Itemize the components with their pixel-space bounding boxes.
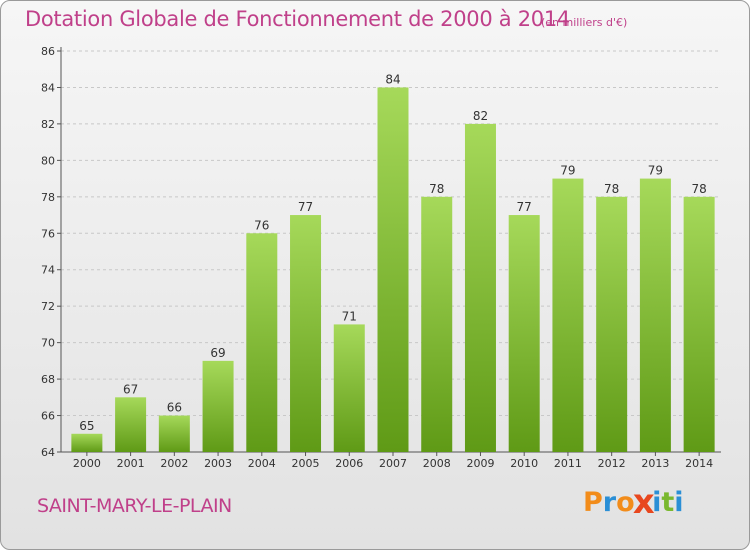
bar-2001 xyxy=(115,397,147,452)
bar-2013 xyxy=(639,178,671,452)
data-label-2002: 66 xyxy=(167,401,182,415)
y-tick-label: 74 xyxy=(41,264,55,277)
x-tick-label: 2006 xyxy=(335,457,363,470)
x-tick-label: 2013 xyxy=(641,457,669,470)
x-tick-label: 2012 xyxy=(598,457,626,470)
data-label-2009: 82 xyxy=(473,109,488,123)
data-label-2003: 69 xyxy=(210,346,225,360)
data-label-2005: 77 xyxy=(298,200,313,214)
logo-letter: x xyxy=(632,483,655,522)
y-tick-label: 76 xyxy=(41,227,55,240)
bar-2002 xyxy=(158,415,190,452)
bar-2006 xyxy=(333,324,365,452)
y-tick-label: 84 xyxy=(41,81,55,94)
logo-letter: i xyxy=(674,487,684,518)
data-label-2007: 84 xyxy=(385,72,400,86)
x-tick-label: 2011 xyxy=(554,457,582,470)
x-tick-label: 2004 xyxy=(248,457,276,470)
x-tick-label: 2007 xyxy=(379,457,407,470)
proxiti-logo[interactable]: Proxiti xyxy=(583,483,684,522)
bar-2004 xyxy=(246,233,278,452)
bar-2008 xyxy=(421,196,453,452)
bar-2000 xyxy=(71,433,103,452)
y-tick-label: 82 xyxy=(41,118,55,131)
y-tick-label: 70 xyxy=(41,337,55,350)
data-label-2001: 67 xyxy=(123,382,138,396)
data-label-2014: 78 xyxy=(691,182,706,196)
data-label-2000: 65 xyxy=(79,419,94,433)
x-tick-label: 2003 xyxy=(204,457,232,470)
logo-letter: t xyxy=(661,487,675,518)
bar-2010 xyxy=(508,215,540,452)
y-tick-label: 86 xyxy=(41,45,55,58)
data-label-2006: 71 xyxy=(342,309,357,323)
data-label-2013: 79 xyxy=(648,164,663,178)
data-labels: 65 67 66 69 76 77 71 84 78 82 77 79 78 79 78 xyxy=(79,72,707,432)
y-tick-label: 80 xyxy=(41,154,55,167)
y-tick-label: 72 xyxy=(41,300,55,313)
logo-letter: i xyxy=(652,487,662,518)
bar-2011 xyxy=(552,178,584,452)
chart-title: Dotation Globale de Fonctionnement de 20… xyxy=(25,7,570,31)
bar-2009 xyxy=(464,123,496,452)
bar-2003 xyxy=(202,360,234,452)
data-label-2004: 76 xyxy=(254,218,269,232)
y-tick-label: 68 xyxy=(41,373,55,386)
x-tick-label: 2010 xyxy=(510,457,538,470)
data-label-2012: 78 xyxy=(604,182,619,196)
logo-letter: o xyxy=(616,487,635,518)
data-label-2010: 77 xyxy=(517,200,532,214)
y-tick-label: 78 xyxy=(41,191,55,204)
commune-name: SAINT-MARY-LE-PLAIN xyxy=(37,495,232,517)
data-label-2008: 78 xyxy=(429,182,444,196)
logo-letter: P xyxy=(583,487,603,518)
x-tick-label: 2009 xyxy=(466,457,494,470)
logo-letter: r xyxy=(602,487,617,518)
x-tick-label: 2000 xyxy=(73,457,101,470)
bar-2007 xyxy=(377,87,409,453)
y-tick-label: 66 xyxy=(41,410,55,423)
bars xyxy=(71,87,715,453)
bar-2005 xyxy=(290,215,322,452)
bar-2012 xyxy=(596,196,628,452)
chart-unit: (en milliers d'€) xyxy=(541,16,628,29)
x-tick-label: 2002 xyxy=(160,457,188,470)
x-tick-label: 2014 xyxy=(685,457,713,470)
data-label-2011: 79 xyxy=(560,164,575,178)
x-tick-label: 2008 xyxy=(423,457,451,470)
y-tick-label: 64 xyxy=(41,446,55,459)
x-tick-label: 2005 xyxy=(292,457,320,470)
x-tick-label: 2001 xyxy=(117,457,145,470)
bar-2014 xyxy=(683,196,715,452)
